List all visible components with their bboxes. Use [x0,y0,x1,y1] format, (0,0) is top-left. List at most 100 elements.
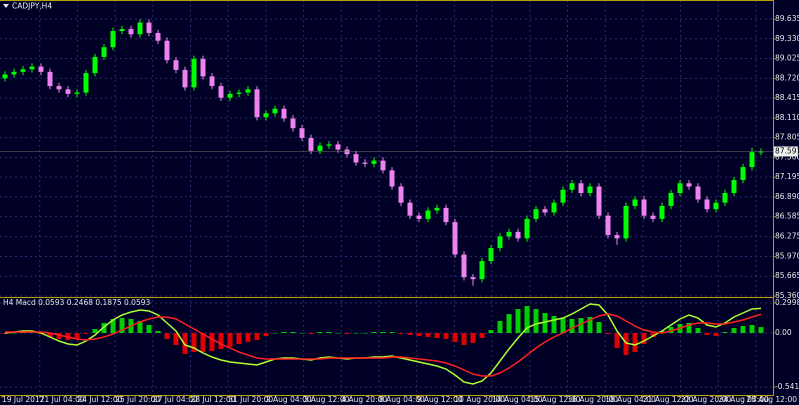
grid-layer [0,0,773,395]
histogram-bar [119,318,125,333]
candle-body [749,152,755,168]
candle-body [353,154,359,163]
x-tick-label: 27 Jul 04:00 [153,395,198,404]
candle-body [542,209,548,213]
histogram-bar [92,329,98,333]
y-tick-label: 0.00 [775,328,792,337]
histogram-bar [722,332,728,333]
candle-body [317,145,323,151]
y-tick-label: 85.970 [775,251,799,260]
histogram-bar [299,333,305,334]
y-tick-label: 86.890 [775,192,799,201]
indicator-line [5,313,762,377]
candle-body [74,92,80,94]
histogram-bar [524,306,530,333]
histogram-bar [146,325,152,333]
x-tick-label: 3 Aug 12:00 [304,395,350,404]
candle-body [236,92,242,94]
histogram-bar [182,333,188,354]
y-tick-label: 89.330 [775,34,799,43]
candle-body [515,231,521,239]
candle-body [506,231,512,237]
symbol-menu-icon[interactable] [3,4,9,8]
histogram-bar [425,333,431,337]
candle-body [290,118,296,129]
x-tick-label: 16 Aug 20:00 [568,395,619,404]
histogram-bar [641,333,647,344]
x-tick-label: 25 Jul 20:00 [115,395,160,404]
candle-body [605,215,611,236]
candle-body [56,86,62,90]
histogram-bar [488,330,494,333]
candle-body [587,186,593,193]
y-tick-label: -0.541 [775,382,799,391]
histogram-bar [668,327,674,333]
x-tick-label: 21 Jul 04:00 [40,395,85,404]
candle-body [83,73,89,93]
candle-body [272,108,278,114]
x-tick-label: 22 Aug 20:00 [681,395,732,404]
histogram-bar [326,332,332,333]
candle-body [578,183,584,193]
histogram-bar [623,333,629,355]
histogram-bar [686,323,692,333]
x-tick-label: 24 Jul 12:00 [77,395,122,404]
histogram-bar [11,333,17,334]
histogram-bar [740,326,746,333]
candle-body [209,76,215,87]
candle-body [362,162,368,164]
candle-body [632,199,638,206]
candle-body [65,89,71,94]
histogram-bar [389,332,395,333]
histogram-bar [614,333,620,348]
candle-body [380,160,386,171]
candle-body [470,277,476,280]
histogram-bar [434,333,440,338]
histogram-bar [290,332,296,333]
histogram-bar [632,333,638,352]
candle-body [173,60,179,70]
candle-body [740,167,746,181]
y-tick-label: 89.635 [775,14,799,23]
candle-body [155,32,161,41]
x-tick-label: 24 Aug 04:00 [718,395,769,404]
candle-body [164,40,170,61]
candle-body [677,183,683,193]
y-tick-label: 86.585 [775,212,799,221]
candle-body [182,69,188,88]
y-tick-label: 85.665 [775,271,799,280]
candle-body [416,215,422,219]
y-tick-label: 88.720 [775,73,799,82]
histogram-bar [263,333,269,336]
candle-body [488,248,494,262]
histogram-bar [461,333,467,345]
candle-body [614,235,620,239]
x-tick-label: 8 Aug 04:00 [379,395,425,404]
x-tick-label: 31 Jul 20:00 [228,395,273,404]
histogram-bar [164,333,170,339]
candle-body [146,22,152,33]
x-tick-label: 2 Aug 04:00 [266,395,312,404]
candle-body [119,29,125,32]
histogram-bar [380,332,386,333]
candle-body [443,207,449,223]
histogram-bar [443,333,449,339]
y-tick-label: 86.275 [775,232,799,241]
candle-body [695,186,701,200]
candle-body [758,151,764,153]
candle-body [371,160,377,164]
histogram-bar [605,333,611,334]
histogram-bar [407,333,413,335]
x-tick-label: 15 Aug 12:00 [530,395,581,404]
indicator-title: H4 Macd 0.0593 0.2468 0.1875 0.0593 [3,298,150,307]
candle-body [335,144,341,150]
histogram-bar [533,309,539,333]
histogram-bar [200,333,206,352]
candle-body [659,205,665,219]
histogram-bar [56,333,62,339]
chart-title: CADJPY,H4 [12,2,52,11]
histogram-bar [479,333,485,338]
y-tick-label: 85.360 [775,291,799,300]
